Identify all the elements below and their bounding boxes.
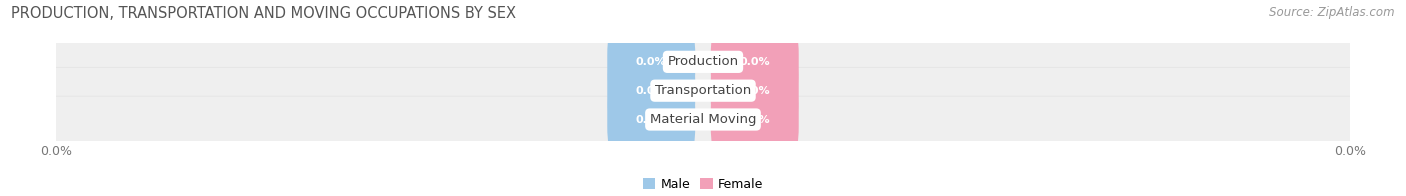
Text: Material Moving: Material Moving — [650, 113, 756, 126]
Legend: Male, Female: Male, Female — [638, 173, 768, 196]
FancyBboxPatch shape — [711, 89, 799, 150]
FancyBboxPatch shape — [607, 60, 695, 121]
FancyBboxPatch shape — [53, 96, 1353, 143]
Text: Transportation: Transportation — [655, 84, 751, 97]
Text: 0.0%: 0.0% — [740, 57, 770, 67]
Text: PRODUCTION, TRANSPORTATION AND MOVING OCCUPATIONS BY SEX: PRODUCTION, TRANSPORTATION AND MOVING OC… — [11, 6, 516, 21]
Text: 0.0%: 0.0% — [740, 114, 770, 124]
Text: 0.0%: 0.0% — [636, 86, 666, 96]
FancyBboxPatch shape — [711, 60, 799, 121]
Text: 0.0%: 0.0% — [740, 86, 770, 96]
Text: Production: Production — [668, 55, 738, 68]
FancyBboxPatch shape — [607, 89, 695, 150]
FancyBboxPatch shape — [711, 31, 799, 92]
FancyBboxPatch shape — [53, 67, 1353, 114]
FancyBboxPatch shape — [607, 31, 695, 92]
Text: 0.0%: 0.0% — [636, 57, 666, 67]
Text: Source: ZipAtlas.com: Source: ZipAtlas.com — [1270, 6, 1395, 19]
Text: 0.0%: 0.0% — [636, 114, 666, 124]
FancyBboxPatch shape — [53, 38, 1353, 85]
